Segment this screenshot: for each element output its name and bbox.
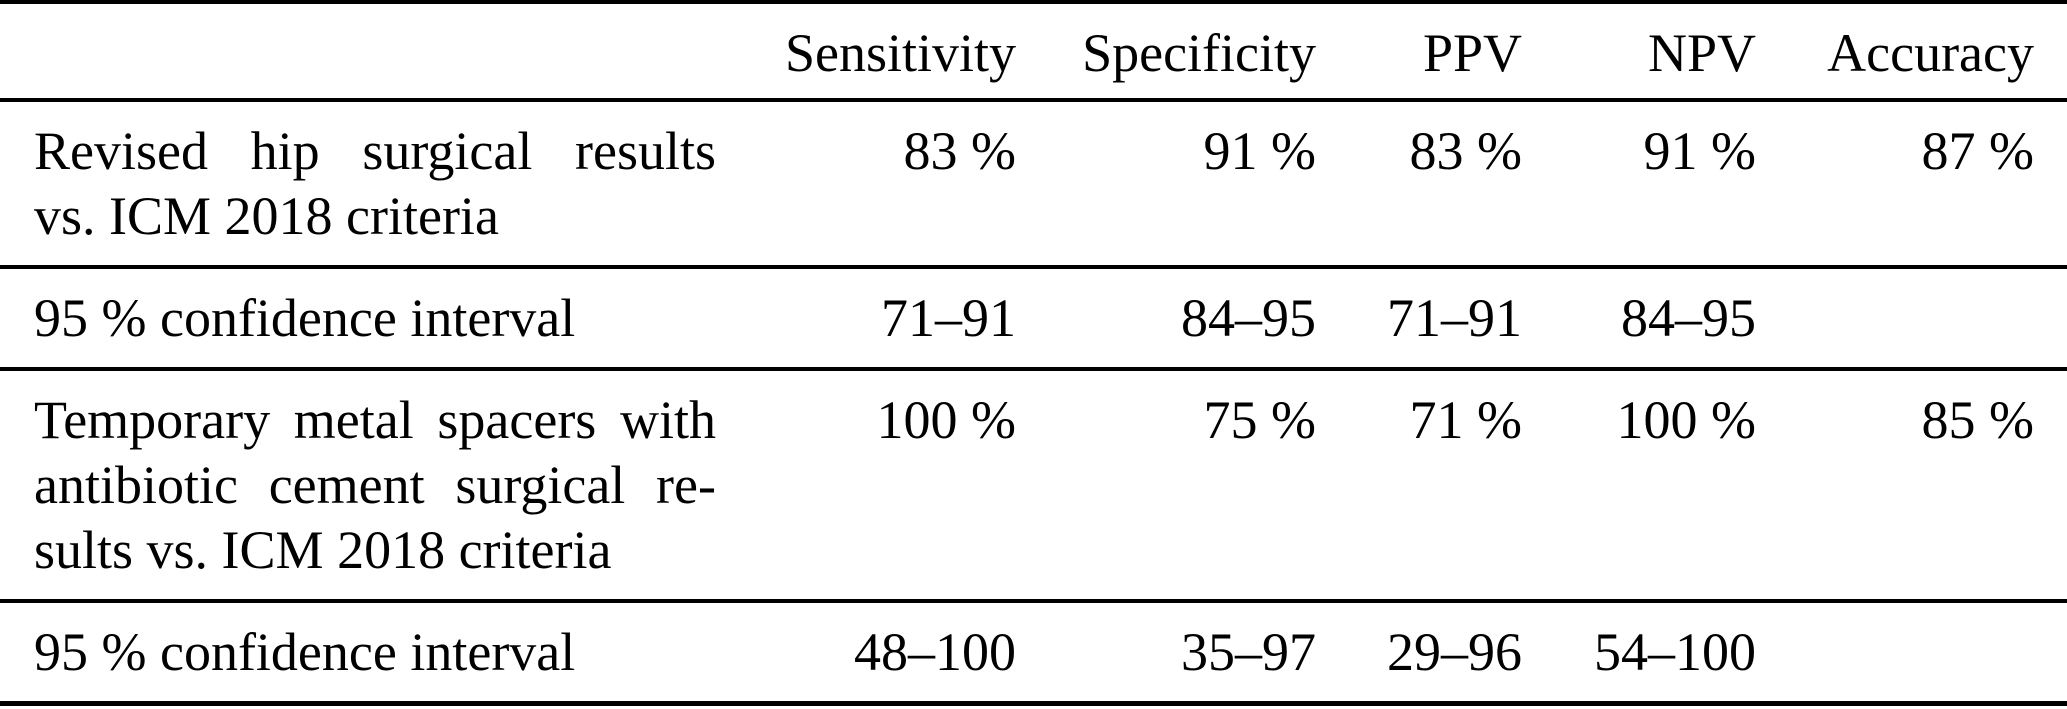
cell-accuracy (1756, 601, 2067, 704)
row-label-line: Temporary metal spacers with (34, 390, 716, 450)
table-row-revised-hip: Revised hip surgical results vs. ICM 201… (0, 100, 2067, 267)
row-label-line: sults vs. ICM 2018 criteria (34, 520, 612, 580)
cell-accuracy (1756, 267, 2067, 369)
cell-specificity: 84–95 (1181, 288, 1316, 348)
cell-npv: 91 % (1643, 121, 1756, 181)
header-empty-cell (0, 2, 726, 100)
row-label: Temporary metal spacers with antibiotic … (0, 369, 726, 601)
row-label: 95 % confidence interval (0, 267, 726, 369)
row-label-line: 95 % confidence interval (34, 622, 576, 682)
row-label: 95 % confidence interval (0, 601, 726, 704)
cell-ppv: 71–91 (1387, 288, 1522, 348)
cell-specificity: 35–97 (1181, 622, 1316, 682)
header-npv: NPV (1647, 23, 1756, 83)
table-row-ci-spacers: 95 % confidence interval 48–100 35–97 29… (0, 601, 2067, 704)
cell-npv: 54–100 (1594, 622, 1756, 682)
cell-specificity: 75 % (1203, 390, 1316, 450)
cell-sensitivity: 71–91 (881, 288, 1016, 348)
cell-ppv: 29–96 (1387, 622, 1522, 682)
row-label-line: antibiotic cement surgical re- (34, 455, 716, 515)
row-label-line: 95 % confidence interval (34, 288, 576, 348)
cell-ppv: 83 % (1409, 121, 1522, 181)
cell-npv: 100 % (1616, 390, 1756, 450)
table-row-ci-revised: 95 % confidence interval 71–91 84–95 71–… (0, 267, 2067, 369)
cell-npv: 84–95 (1621, 288, 1756, 348)
header-ppv: PPV (1422, 23, 1522, 83)
table-row-metal-spacers: Temporary metal spacers with antibiotic … (0, 369, 2067, 601)
header-sensitivity: Sensitivity (784, 23, 1016, 83)
header-specificity: Specificity (1082, 23, 1316, 83)
cell-ppv: 71 % (1409, 390, 1522, 450)
cell-sensitivity: 100 % (876, 390, 1016, 450)
cell-sensitivity: 83 % (903, 121, 1016, 181)
cell-sensitivity: 48–100 (854, 622, 1016, 682)
cell-accuracy: 85 % (1921, 390, 2034, 450)
header-accuracy: Accuracy (1827, 23, 2034, 83)
cell-accuracy: 87 % (1921, 121, 2034, 181)
row-label-line: vs. ICM 2018 criteria (34, 186, 499, 246)
row-label: Revised hip surgical results vs. ICM 201… (0, 100, 726, 267)
header-row: Sensitivity Specificity PPV NPV Accuracy (0, 2, 2067, 100)
row-label-line: Revised hip surgical results (34, 121, 716, 181)
cell-specificity: 91 % (1203, 121, 1316, 181)
